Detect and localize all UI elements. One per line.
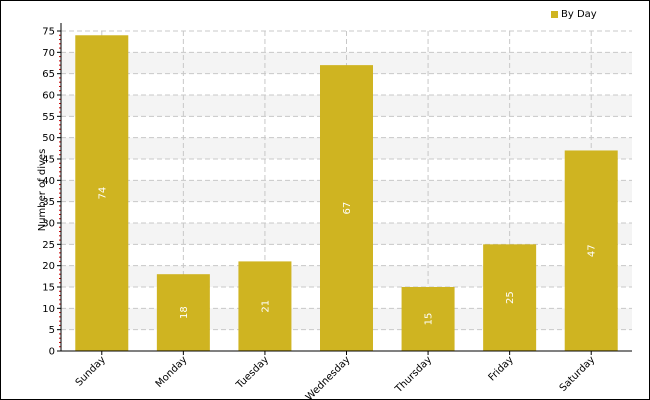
bar-value-label: 25 (505, 291, 516, 304)
bar-value-label: 47 (587, 244, 598, 257)
y-tick-label: 55 (42, 112, 55, 123)
bar-thursday (401, 287, 455, 351)
y-tick-label: 10 (42, 304, 55, 315)
legend-swatch (551, 11, 558, 18)
legend: By Day (551, 9, 597, 20)
y-tick-label: 70 (42, 48, 55, 59)
bar-friday (483, 244, 537, 351)
axes (57, 23, 632, 355)
y-tick-label: 30 (42, 219, 55, 230)
y-tick-label: 35 (42, 197, 55, 208)
bar-value-label: 15 (424, 313, 435, 326)
bar-value-label: 74 (97, 187, 108, 200)
y-tick-label: 45 (42, 155, 55, 166)
bar-sunday (75, 35, 129, 352)
y-tick-label: 5 (49, 325, 55, 336)
bar-monday (156, 274, 210, 351)
legend-label: By Day (561, 9, 597, 20)
y-tick-label: 0 (49, 347, 55, 358)
bars (75, 35, 618, 352)
y-tick-label: 50 (42, 133, 55, 144)
bar-value-label: 18 (179, 306, 190, 319)
y-axis-title: Number of dives (37, 149, 48, 232)
y-tick-label: 75 (42, 27, 55, 38)
x-tick-label: Sunday (74, 354, 108, 388)
y-tick-label: 20 (42, 261, 55, 272)
x-tick-label: Saturday (558, 354, 598, 394)
bar-tuesday (238, 261, 292, 351)
bar-saturday (564, 150, 618, 351)
bar-wednesday (320, 65, 373, 351)
x-tick-label: Tuesday (234, 354, 271, 391)
bar-value-label: 67 (342, 202, 353, 215)
y-tick-label: 15 (42, 283, 55, 294)
y-tick-label: 60 (42, 91, 55, 102)
bar-value-label: 21 (260, 300, 271, 313)
x-tick-label: Monday (154, 354, 190, 390)
y-tick-label: 40 (42, 176, 55, 187)
x-tick-label: Wednesday (304, 354, 353, 399)
x-tick-label: Friday (487, 354, 516, 383)
grid-lines (61, 30, 632, 351)
x-tick-label: Thursday (393, 354, 434, 395)
y-tick-label: 25 (42, 240, 55, 251)
y-tick-label: 65 (42, 69, 55, 80)
